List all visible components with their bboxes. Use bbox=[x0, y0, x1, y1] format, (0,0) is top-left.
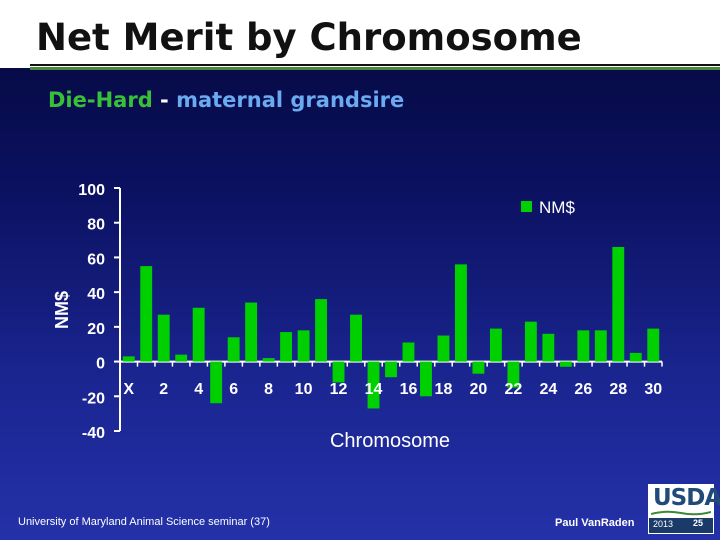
bar-chr-11 bbox=[315, 299, 328, 362]
legend-swatch bbox=[521, 201, 532, 212]
x-tick-label: 20 bbox=[470, 381, 488, 398]
usda-logo-text: USDA bbox=[653, 485, 720, 511]
subtitle-separator: - bbox=[152, 88, 177, 112]
bar-chr-17 bbox=[420, 361, 432, 397]
x-tick-label: 12 bbox=[330, 381, 348, 398]
bar-chr-27 bbox=[594, 330, 607, 362]
y-tick-label: -20 bbox=[82, 390, 105, 407]
title-rule bbox=[30, 64, 720, 66]
page-number: 25 bbox=[693, 518, 704, 528]
x-tick-label: 2 bbox=[159, 381, 168, 398]
slide-title: Net Merit by Chromosome bbox=[36, 16, 582, 59]
subtitle-bull-name: Die-Hard bbox=[48, 88, 153, 112]
y-tick-label: 100 bbox=[78, 182, 105, 199]
bar-chr-13 bbox=[350, 314, 362, 362]
bar-chr-14 bbox=[367, 361, 380, 409]
x-tick-label: 28 bbox=[609, 381, 627, 398]
bar-chr-18 bbox=[437, 335, 450, 362]
y-tick-label: -40 bbox=[82, 425, 105, 442]
bar-chr-15 bbox=[385, 361, 397, 378]
x-tick-label: 22 bbox=[504, 381, 522, 398]
bar-chr-9 bbox=[280, 332, 293, 362]
x-tick-label: 30 bbox=[644, 381, 662, 398]
bar-chr-3 bbox=[175, 354, 188, 362]
bar-chr-2 bbox=[157, 314, 170, 362]
y-tick-label: 0 bbox=[96, 356, 105, 373]
bar-chr-6 bbox=[227, 337, 240, 362]
bar-chr-7 bbox=[245, 302, 258, 362]
x-tick-label: 16 bbox=[400, 381, 418, 398]
bar-chr-19 bbox=[454, 264, 467, 362]
bar-chr-28 bbox=[612, 247, 625, 362]
bar-chr-1 bbox=[140, 266, 153, 362]
bar-chr-X bbox=[122, 356, 135, 362]
y-tick-label: 20 bbox=[87, 321, 105, 338]
bar-chr-12 bbox=[332, 361, 345, 383]
bar-chr-16 bbox=[402, 342, 415, 362]
title-bar: Net Merit by Chromosome bbox=[0, 0, 720, 68]
x-tick-label: 10 bbox=[295, 381, 313, 398]
bar-chr-5 bbox=[210, 361, 223, 404]
x-axis-title: Chromosome bbox=[330, 430, 450, 452]
bar-chr-4 bbox=[192, 307, 205, 362]
y-tick-label: 40 bbox=[87, 286, 105, 303]
usda-logo-band: 2013 25 bbox=[649, 518, 713, 533]
bar-chr-30 bbox=[647, 328, 660, 362]
x-tick-label: 8 bbox=[264, 381, 273, 398]
usda-logo: USDA 2013 25 bbox=[648, 484, 720, 534]
subtitle-relation: maternal grandsire bbox=[176, 88, 405, 112]
footer-author: Paul VanRaden bbox=[555, 517, 635, 529]
bar-chr-26 bbox=[577, 330, 590, 362]
footer-seminar: University of Maryland Animal Science se… bbox=[18, 516, 270, 528]
y-tick-label: 80 bbox=[87, 217, 105, 234]
x-tick-label: 18 bbox=[435, 381, 453, 398]
x-tick-label: 4 bbox=[194, 381, 203, 398]
slide-subtitle: Die-Hard - maternal grandsire bbox=[48, 88, 404, 112]
x-tick-label: 14 bbox=[365, 381, 383, 398]
bar-chr-10 bbox=[297, 330, 310, 362]
x-tick-label: 24 bbox=[539, 381, 557, 398]
bar-chr-22 bbox=[507, 361, 520, 388]
title-rule-accent bbox=[30, 67, 720, 70]
legend-label: NM$ bbox=[539, 198, 575, 217]
bar-chr-24 bbox=[542, 333, 555, 362]
bar-chr-20 bbox=[472, 361, 485, 374]
x-tick-label: 6 bbox=[229, 381, 238, 398]
y-tick-label: 60 bbox=[87, 251, 105, 268]
bar-chr-8 bbox=[262, 358, 275, 362]
x-tick-label: 26 bbox=[574, 381, 592, 398]
y-axis-title: NM$ bbox=[52, 291, 72, 329]
bar-chr-25 bbox=[559, 361, 572, 367]
bar-chr-29 bbox=[629, 352, 642, 362]
bar-chr-21 bbox=[489, 328, 502, 362]
logo-year: 2013 bbox=[653, 519, 674, 529]
x-tick-label: X bbox=[123, 381, 134, 398]
bar-chr-23 bbox=[524, 321, 537, 362]
usda-wave-icon bbox=[651, 510, 711, 516]
